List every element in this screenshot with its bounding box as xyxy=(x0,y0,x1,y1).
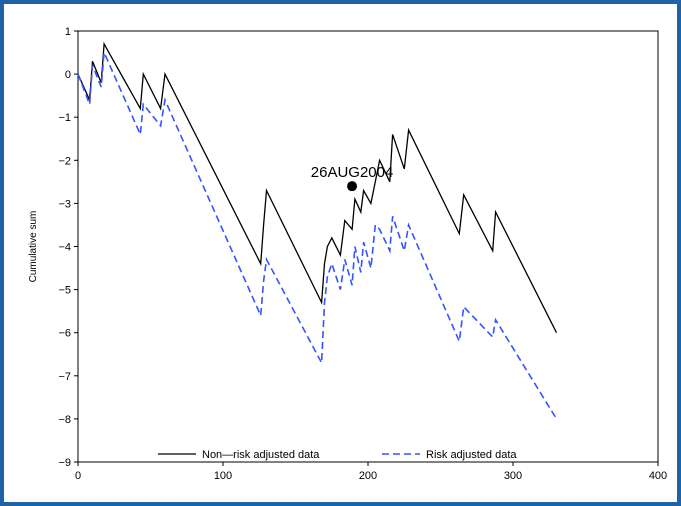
y-tick-label: −8 xyxy=(58,414,71,426)
x-tick-label: 300 xyxy=(504,470,522,482)
annotation-label: 26AUG2004 xyxy=(311,164,394,181)
y-axis-title: Cumulative sum xyxy=(28,211,39,283)
y-tick-label: −5 xyxy=(58,285,71,297)
x-tick-label: 200 xyxy=(359,470,377,482)
x-tick-label: 0 xyxy=(75,470,81,482)
y-tick-label: 1 xyxy=(65,26,71,38)
y-tick-label: −1 xyxy=(58,112,71,124)
series-line-risk-adjusted xyxy=(77,52,558,420)
y-tick-label: 0 xyxy=(65,69,71,81)
plot-area xyxy=(77,30,659,463)
y-tick-label: −2 xyxy=(58,155,71,167)
y-tick-label: −4 xyxy=(58,242,71,254)
legend-label-non-risk-adjusted: Non—risk adjusted data xyxy=(202,449,320,461)
series-line-non-risk-adjusted xyxy=(77,41,558,333)
x-axis: 0 100 200 300 400 xyxy=(75,462,667,482)
y-axis: 1 0 −1 −2 −3 −4 −5 −6 −7 −8 −9 xyxy=(58,26,78,469)
annotation-marker xyxy=(347,181,358,192)
y-tick-label: −6 xyxy=(58,328,71,340)
x-tick-label: 400 xyxy=(649,470,667,482)
annotation-layer: 26AUG2004 xyxy=(311,164,394,192)
x-tick-label: 100 xyxy=(214,470,232,482)
y-tick-label: −3 xyxy=(58,198,71,210)
y-tick-label: −7 xyxy=(58,371,71,383)
series-layer xyxy=(77,41,558,420)
legend: Non—risk adjusted data Risk adjusted dat… xyxy=(158,449,517,461)
legend-label-risk-adjusted: Risk adjusted data xyxy=(426,449,517,461)
y-tick-label: −9 xyxy=(58,457,71,469)
